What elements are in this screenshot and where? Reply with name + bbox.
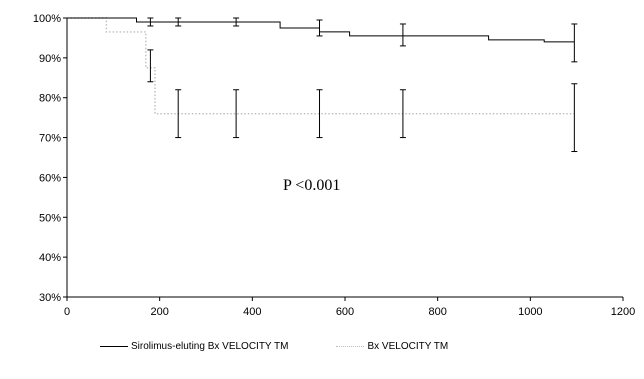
error-bar-bx-velocity	[399, 89, 406, 139]
x-tick-label: 200	[150, 306, 168, 318]
y-tick-label: 70%	[39, 133, 61, 145]
error-bar-sirolimus	[175, 17, 182, 27]
legend-label-sirolimus: Sirolimus-eluting Bx VELOCITY TM	[131, 340, 289, 352]
error-bar-bx-velocity	[175, 89, 182, 139]
series-line-sirolimus	[67, 17, 575, 43]
series-layer	[67, 17, 578, 153]
axes: 30% 40% 50% 60% 70% 80% 90% 100% 0 200 400 600 800 10…	[33, 13, 635, 318]
legend-item-bx-velocity: Bx VELOCITY TM	[336, 341, 448, 352]
legend: Sirolimus-eluting Bx VELOCITY TM Bx VELO…	[100, 339, 448, 353]
y-tick-label: 40%	[39, 252, 61, 264]
legend-label-bx-velocity: Bx VELOCITY TM	[367, 340, 449, 352]
error-bar-bx-velocity	[233, 89, 240, 139]
y-tick-label: 50%	[39, 212, 61, 224]
error-bar-bx-velocity	[147, 49, 154, 83]
error-bar-bx-velocity	[316, 89, 323, 139]
y-tick-label: 80%	[39, 93, 61, 105]
x-tick-label: 1000	[518, 306, 542, 318]
x-tick-label: 1200	[611, 306, 635, 318]
y-tick-label: 100%	[33, 13, 61, 25]
legend-swatch-solid	[100, 345, 128, 347]
legend-swatch-dotted	[336, 345, 365, 347]
x-tick-label: 800	[428, 306, 446, 318]
y-tick-label: 30%	[39, 292, 61, 304]
y-tick-label: 60%	[39, 172, 61, 184]
error-bar-sirolimus	[316, 19, 323, 37]
y-tick-label: 90%	[39, 53, 61, 65]
x-tick-label: 0	[64, 306, 70, 318]
x-tick-label: 400	[243, 306, 261, 318]
x-tick-label: 600	[336, 306, 354, 318]
error-bar-sirolimus	[233, 17, 240, 27]
error-bar-sirolimus	[399, 23, 406, 47]
p-value-annotation: P <0.001	[283, 177, 340, 194]
legend-item-sirolimus: Sirolimus-eluting Bx VELOCITY TM	[100, 341, 288, 352]
error-bar-sirolimus	[571, 23, 578, 63]
error-bar-bx-velocity	[571, 83, 578, 153]
error-bar-sirolimus	[147, 17, 154, 27]
series-line-bx-velocity	[67, 17, 575, 115]
